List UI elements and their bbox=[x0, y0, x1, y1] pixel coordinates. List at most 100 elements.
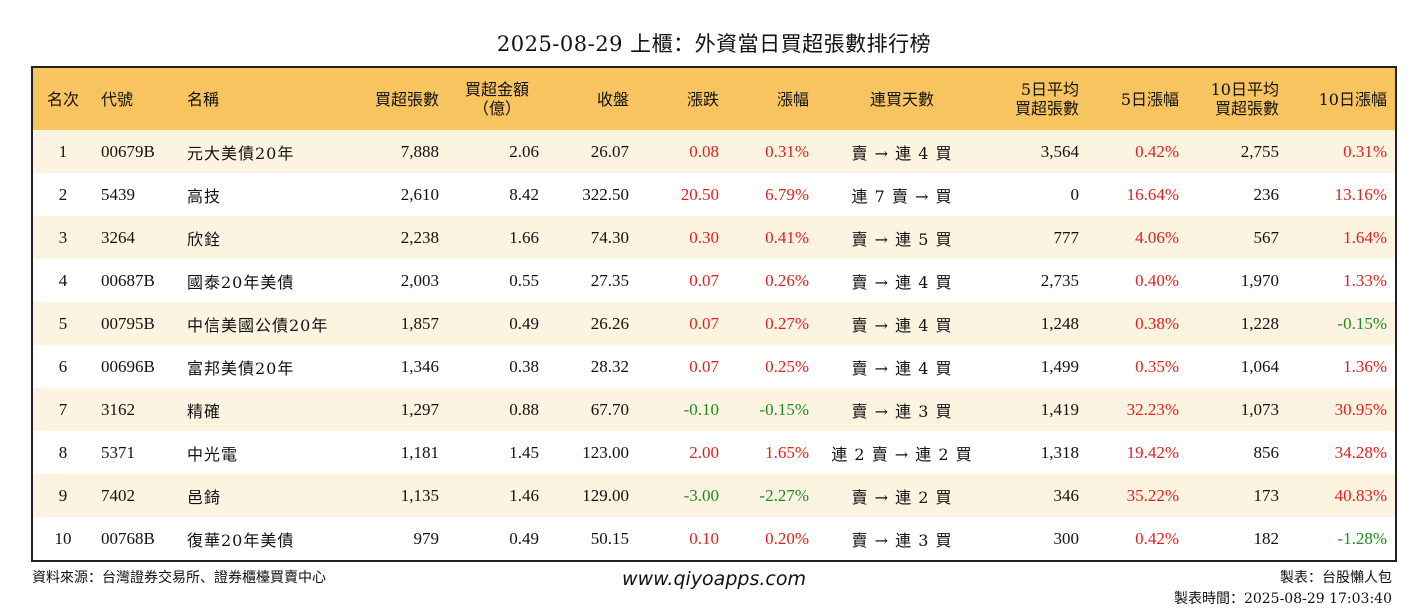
header-buy-amount-line2: （億） bbox=[472, 99, 521, 118]
cell-close: 50.15 bbox=[590, 528, 629, 548]
cell-avg5: 346 bbox=[1053, 485, 1080, 505]
table-header-row: 名次 代號 名稱 買超張數 買超金額 （億） 收盤 漲跌 漲幅 連買天數 5日平均… bbox=[33, 68, 1395, 130]
cell-close: 123.00 bbox=[582, 442, 629, 462]
cell-avg5: 1,419 bbox=[1040, 399, 1079, 419]
cell-avg10: 2,755 bbox=[1240, 141, 1279, 161]
cell-rank: 6 bbox=[58, 356, 68, 376]
header-avg5: 5日平均 買超張數 bbox=[987, 68, 1087, 130]
cell-change-pct: 1.65% bbox=[765, 442, 809, 462]
cell-name: 高技 bbox=[187, 186, 222, 206]
header-avg5-line2: 買超張數 bbox=[1014, 99, 1079, 118]
cell-streak: 賣 → 連 4 買 bbox=[851, 143, 953, 163]
header-streak: 連買天數 bbox=[869, 89, 934, 109]
cell-close: 322.50 bbox=[582, 184, 629, 204]
cell-change: -3.00 bbox=[683, 485, 719, 505]
cell-avg5: 2,735 bbox=[1040, 270, 1079, 290]
cell-name: 中光電 bbox=[187, 444, 239, 464]
table-row: 8 5371 中光電 1,181 1.45 123.00 2.00 1.65% 連 2 賣 → … bbox=[33, 431, 1395, 474]
table-row: 5 00795B 中信美國公債20年 1,857 0.49 26.26 0.07 0.27% 賣… bbox=[33, 302, 1395, 345]
cell-avg5: 1,248 bbox=[1040, 313, 1079, 333]
cell-streak: 賣 → 連 3 買 bbox=[851, 401, 953, 421]
cell-buy-lots: 2,610 bbox=[400, 184, 439, 204]
cell-rank: 7 bbox=[58, 399, 68, 419]
cell-pct10: 13.16% bbox=[1334, 184, 1387, 204]
table-row: 4 00687B 國泰20年美債 2,003 0.55 27.35 0.07 0.26% 賣 →… bbox=[33, 259, 1395, 302]
cell-code: 3162 bbox=[101, 399, 135, 419]
site-url: www.qiyoapps.com bbox=[622, 568, 806, 590]
cell-change: 0.07 bbox=[689, 356, 719, 376]
cell-change: 0.10 bbox=[689, 528, 719, 548]
cell-streak: 賣 → 連 4 買 bbox=[851, 272, 953, 292]
cell-name: 復華20年美債 bbox=[187, 530, 295, 550]
header-name: 名稱 bbox=[187, 89, 220, 109]
cell-avg10: 1,228 bbox=[1240, 313, 1279, 333]
cell-code: 00679B bbox=[101, 141, 155, 161]
cell-avg5: 777 bbox=[1053, 227, 1080, 247]
cell-buy-amount: 0.49 bbox=[509, 528, 539, 548]
cell-code: 00687B bbox=[101, 270, 155, 290]
cell-buy-amount: 0.49 bbox=[509, 313, 539, 333]
cell-buy-lots: 1,346 bbox=[400, 356, 439, 376]
header-avg10-line1: 10日平均 bbox=[1210, 80, 1279, 99]
cell-change: 2.00 bbox=[689, 442, 719, 462]
cell-streak: 連 7 賣 → 買 bbox=[851, 186, 953, 206]
cell-close: 28.32 bbox=[590, 356, 629, 376]
cell-buy-amount: 0.88 bbox=[509, 399, 539, 419]
table-row: 7 3162 精確 1,297 0.88 67.70 -0.10 -0.15% 賣 → 連 3 … bbox=[33, 388, 1395, 431]
cell-pct10: -1.28% bbox=[1337, 528, 1387, 548]
header-avg10: 10日平均 買超張數 bbox=[1187, 68, 1287, 130]
cell-pct5: 16.64% bbox=[1126, 184, 1179, 204]
cell-buy-amount: 0.55 bbox=[509, 270, 539, 290]
table-row: 9 7402 邑錡 1,135 1.46 129.00 -3.00 -2.27% 賣 → 連 2… bbox=[33, 474, 1395, 517]
cell-change-pct: 0.26% bbox=[765, 270, 809, 290]
cell-pct10: 40.83% bbox=[1334, 485, 1387, 505]
cell-pct5: 0.35% bbox=[1135, 356, 1179, 376]
cell-pct10: -0.15% bbox=[1337, 313, 1387, 333]
cell-name: 富邦美債20年 bbox=[187, 358, 295, 378]
cell-rank: 2 bbox=[58, 184, 68, 204]
header-avg5-line1: 5日平均 bbox=[1020, 80, 1079, 99]
cell-avg10: 1,970 bbox=[1240, 270, 1279, 290]
ranking-table: 名次 代號 名稱 買超張數 買超金額 （億） 收盤 漲跌 漲幅 連買天數 5日平均… bbox=[31, 66, 1397, 562]
cell-change-pct: 0.41% bbox=[765, 227, 809, 247]
cell-change-pct: -0.15% bbox=[759, 399, 809, 419]
cell-pct10: 1.36% bbox=[1343, 356, 1387, 376]
cell-pct5: 0.40% bbox=[1135, 270, 1179, 290]
cell-rank: 8 bbox=[58, 442, 68, 462]
cell-close: 67.70 bbox=[590, 399, 629, 419]
cell-change-pct: 6.79% bbox=[765, 184, 809, 204]
cell-buy-amount: 2.06 bbox=[509, 141, 539, 161]
cell-avg5: 0 bbox=[1070, 184, 1080, 204]
cell-change: 0.08 bbox=[689, 141, 719, 161]
header-pct10: 10日漲幅 bbox=[1318, 89, 1387, 109]
cell-change: 20.50 bbox=[680, 184, 719, 204]
cell-pct10: 30.95% bbox=[1334, 399, 1387, 419]
table-row: 6 00696B 富邦美債20年 1,346 0.38 28.32 0.07 0.25% 賣 →… bbox=[33, 345, 1395, 388]
cell-avg5: 1,318 bbox=[1040, 442, 1079, 462]
cell-rank: 9 bbox=[58, 485, 68, 505]
cell-close: 27.35 bbox=[590, 270, 629, 290]
cell-close: 129.00 bbox=[582, 485, 629, 505]
cell-avg10: 236 bbox=[1253, 184, 1280, 204]
cell-buy-lots: 1,135 bbox=[400, 485, 439, 505]
cell-name: 國泰20年美債 bbox=[187, 272, 295, 292]
cell-change-pct: -2.27% bbox=[759, 485, 809, 505]
cell-pct10: 34.28% bbox=[1334, 442, 1387, 462]
cell-close: 26.26 bbox=[590, 313, 629, 333]
made-time: 製表時間：2025-08-29 17:03:40 bbox=[1173, 591, 1392, 607]
cell-close: 26.07 bbox=[590, 141, 629, 161]
header-buy-amount-line1: 買超金額 bbox=[464, 80, 529, 99]
cell-pct10: 1.64% bbox=[1343, 227, 1387, 247]
cell-streak: 賣 → 連 4 買 bbox=[851, 358, 953, 378]
cell-avg5: 300 bbox=[1053, 528, 1080, 548]
header-buy-lots: 買超張數 bbox=[374, 89, 439, 109]
header-close: 收盤 bbox=[596, 89, 629, 109]
cell-pct5: 0.42% bbox=[1135, 141, 1179, 161]
header-avg10-line2: 買超張數 bbox=[1214, 99, 1279, 118]
header-code: 代號 bbox=[101, 89, 134, 109]
cell-pct5: 35.22% bbox=[1126, 485, 1179, 505]
cell-streak: 賣 → 連 5 買 bbox=[851, 229, 953, 249]
cell-streak: 賣 → 連 3 買 bbox=[851, 530, 953, 550]
cell-code: 5439 bbox=[101, 184, 135, 204]
cell-buy-amount: 1.66 bbox=[509, 227, 539, 247]
